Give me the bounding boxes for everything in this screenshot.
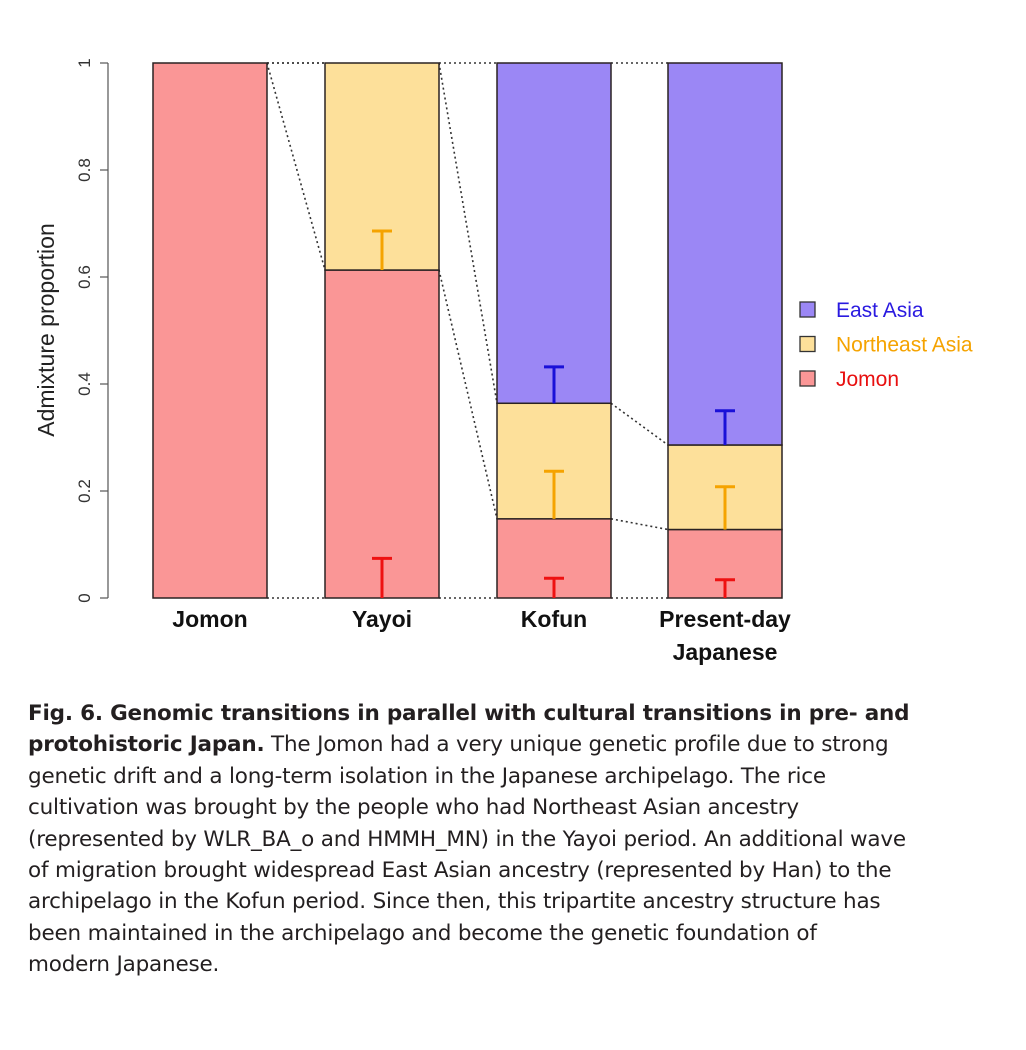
y-tick-label: 0 [75, 593, 94, 602]
legend-label: East Asia [836, 299, 924, 322]
dotted-connector [610, 402, 669, 446]
y-axis-label: Admixture proportion [33, 223, 59, 437]
bar-segment-east-asia [496, 62, 612, 405]
x-tick-label: Kofun [521, 606, 587, 632]
caption-line: modern Japanese. [28, 952, 220, 978]
x-tick-label: Yayoi [352, 606, 412, 632]
x-tick-label: Present-day [659, 606, 791, 632]
y-tick-label: 1 [75, 58, 94, 67]
caption-line: protohistoric Japan. The Jomon had a ver… [28, 732, 889, 758]
x-tick-label: Japanese [673, 639, 778, 665]
caption-line: Fig. 6. Genomic transitions in parallel … [28, 701, 910, 726]
caption-line: (represented by WLR_BA_o and HMMH_MN) in… [28, 826, 906, 852]
caption-line: genetic drift and a long-term isolation … [28, 763, 826, 789]
bar-segment-jomon [324, 269, 440, 599]
dotted-connector [610, 518, 669, 531]
legend-label: Jomon [836, 368, 899, 391]
y-tick-label: 0.2 [75, 479, 94, 503]
caption-line: archipelago in the Kofun period. Since t… [28, 889, 881, 915]
y-tick-label: 0.4 [75, 372, 94, 396]
x-tick-label: Jomon [172, 606, 247, 632]
legend-swatch [799, 335, 816, 353]
dotted-connector [438, 62, 498, 404]
dotted-connector [438, 269, 498, 520]
caption-line: cultivation was brought by the people wh… [28, 795, 799, 821]
dotted-connector [266, 62, 326, 271]
bar-segment-east-asia [667, 62, 783, 446]
legend-swatch [799, 301, 816, 318]
figure-caption: Fig. 6. Genomic transitions in parallel … [28, 698, 1018, 981]
caption-line: been maintained in the archipelago and b… [28, 920, 817, 946]
stacked-bar-chart: 0 0.2 0.4 0.6 0.8 1 Admixture proportion Jomon Y… [33, 58, 973, 665]
legend-label: Northeast Asia [836, 334, 973, 357]
caption-line: of migration brought widespread East Asi… [28, 858, 892, 884]
bar-segment-jomon [152, 62, 268, 599]
bar-segment-jomon [667, 528, 783, 599]
legend-swatch [799, 370, 816, 387]
y-tick-label: 0.6 [75, 265, 94, 289]
y-tick-label: 0.8 [75, 158, 94, 182]
